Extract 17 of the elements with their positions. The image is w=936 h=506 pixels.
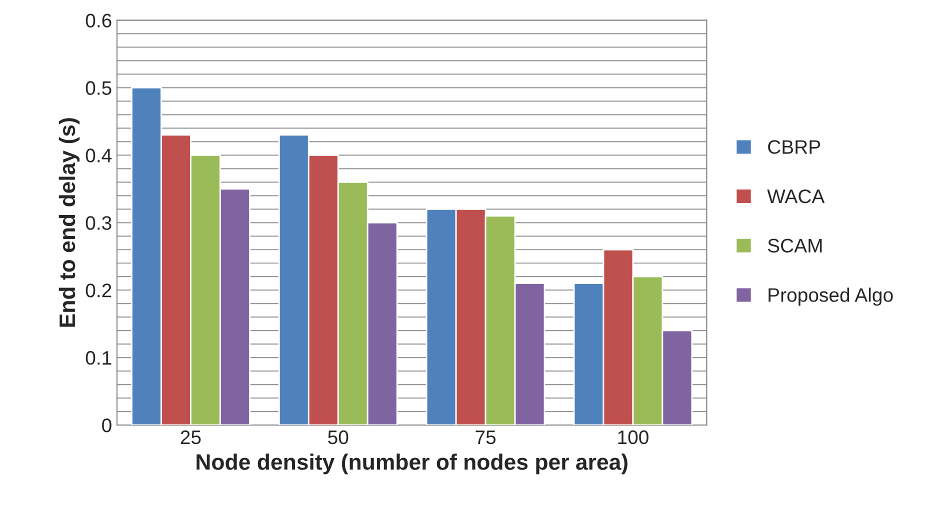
legend-label: CBRP bbox=[768, 140, 820, 154]
x-tick-label: 50 bbox=[328, 430, 348, 444]
legend-label: WACA bbox=[767, 189, 825, 204]
legend-label: Proposed Algo bbox=[768, 288, 893, 306]
x-axis-title: Node density (number of nodes per area) bbox=[196, 454, 628, 474]
x-tick-label: 100 bbox=[618, 430, 648, 444]
y-tick-label: 0.4 bbox=[86, 148, 112, 162]
legend-label: SCAM bbox=[768, 238, 822, 253]
y-tick-label: 0 bbox=[102, 418, 112, 432]
y-tick-label: 0.2 bbox=[86, 284, 112, 298]
y-tick-label: 0.5 bbox=[86, 81, 112, 95]
y-axis-title: End to end delay (s) bbox=[58, 118, 80, 327]
y-tick-label: 0.1 bbox=[86, 351, 112, 365]
x-tick-label: 75 bbox=[476, 430, 496, 444]
y-tick-label: 0.6 bbox=[86, 14, 112, 28]
x-tick-label: 25 bbox=[180, 430, 201, 444]
y-tick-label: 0.3 bbox=[86, 216, 112, 230]
